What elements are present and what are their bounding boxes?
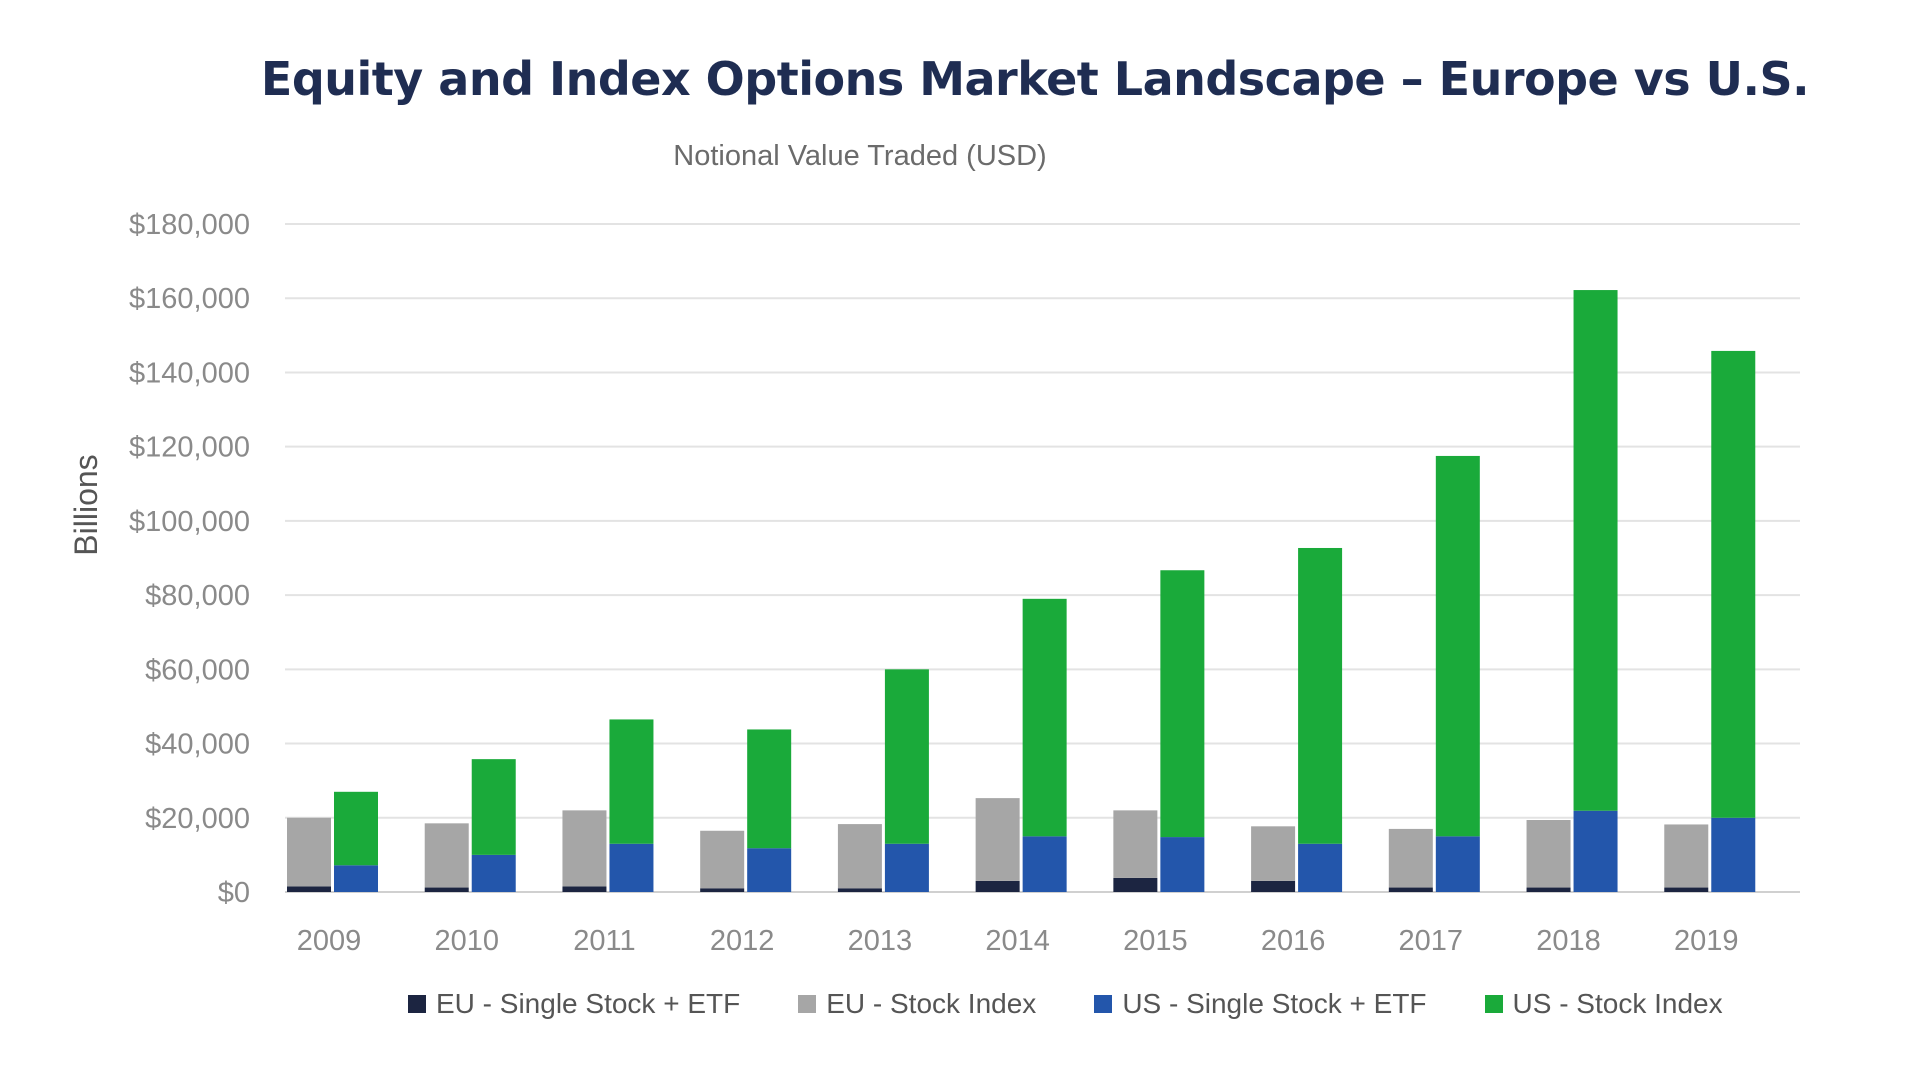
y-tick-label: $180,000 — [129, 209, 250, 241]
x-tick-label: 2019 — [1674, 925, 1739, 957]
legend-item: EU - Stock Index — [798, 988, 1036, 1020]
y-tick-label: $80,000 — [145, 580, 250, 612]
bar-us-stock-index-2016 — [1298, 547, 1343, 844]
bar-us-stock-index-2011 — [609, 719, 654, 844]
legend-item: US - Stock Index — [1484, 988, 1723, 1020]
bar-eu-stock-index-2013 — [837, 824, 882, 889]
x-tick-label: 2010 — [434, 925, 499, 957]
bar-eu-single-stock-etf-2011 — [562, 886, 607, 892]
bar-us-stock-index-2013 — [884, 669, 929, 844]
legend-item: US - Single Stock + ETF — [1094, 988, 1427, 1020]
legend-label: US - Single Stock + ETF — [1122, 988, 1427, 1019]
bar-eu-stock-index-2018 — [1526, 820, 1571, 888]
x-tick-label: 2017 — [1399, 925, 1464, 957]
chart-title: Equity and Index Options Market Landscap… — [260, 52, 1810, 106]
y-tick-labels: $0 $20,000 $40,000 $60,000 $80,000 $100,000 $1… — [129, 209, 250, 909]
bar-us-stock-index-2012 — [747, 729, 792, 849]
bar-eu-stock-index-2019 — [1664, 824, 1709, 888]
bar-eu-single-stock-etf-2016 — [1251, 880, 1296, 892]
x-tick-label: 2011 — [573, 925, 635, 957]
x-tick-label: 2012 — [710, 925, 775, 957]
legend-swatch — [798, 995, 817, 1013]
bar-us-stock-index-2015 — [1160, 570, 1205, 838]
bar-us-stock-index-2017 — [1435, 455, 1480, 837]
bar-us-stock-index-2018 — [1573, 290, 1618, 811]
bar-us-single-stock-etf-2015 — [1160, 837, 1205, 892]
y-axis-label: Billions — [68, 454, 104, 555]
y-tick-label: $100,000 — [129, 506, 250, 538]
bar-us-single-stock-etf-2014 — [1022, 836, 1067, 892]
bar-eu-single-stock-etf-2015 — [1113, 877, 1158, 892]
x-tick-label: 2018 — [1536, 925, 1601, 957]
y-tick-label: $20,000 — [145, 803, 250, 835]
bar-eu-stock-index-2014 — [975, 798, 1020, 881]
legend-item: EU - Single Stock + ETF — [408, 988, 740, 1020]
bar-eu-stock-index-2012 — [700, 830, 745, 889]
y-tick-label: $60,000 — [145, 654, 250, 686]
bar-eu-stock-index-2017 — [1388, 828, 1433, 888]
bar-us-single-stock-etf-2017 — [1435, 836, 1480, 892]
bar-eu-stock-index-2015 — [1113, 810, 1158, 878]
bar-us-stock-index-2019 — [1711, 350, 1756, 818]
legend-swatch — [1484, 995, 1503, 1013]
bar-us-single-stock-etf-2009 — [334, 865, 378, 892]
bar-eu-single-stock-etf-2013 — [837, 888, 882, 892]
x-tick-label: 2014 — [985, 925, 1050, 957]
bar-eu-single-stock-etf-2010 — [424, 887, 469, 892]
bar-us-single-stock-etf-2019 — [1711, 817, 1756, 892]
bar-us-stock-index-2014 — [1022, 598, 1067, 837]
bar-eu-single-stock-etf-2009 — [287, 886, 331, 892]
y-tick-label: $140,000 — [129, 357, 250, 389]
bar-eu-stock-index-2011 — [562, 810, 607, 887]
legend: EU - Single Stock + ETF EU - Stock Index U… — [408, 988, 1723, 1020]
bar-eu-stock-index-2010 — [424, 823, 469, 888]
bar-eu-single-stock-etf-2014 — [975, 880, 1020, 892]
bar-eu-single-stock-etf-2017 — [1388, 887, 1433, 892]
legend-swatch — [408, 995, 426, 1013]
y-tick-label: $0 — [218, 877, 250, 909]
bar-us-single-stock-etf-2012 — [747, 848, 792, 892]
bar-eu-stock-index-2016 — [1251, 826, 1296, 881]
x-tick-label: 2015 — [1123, 925, 1188, 957]
x-tick-label: 2013 — [848, 925, 913, 957]
bars — [287, 290, 1756, 892]
y-tick-label: $40,000 — [145, 729, 250, 761]
bar-us-single-stock-etf-2013 — [884, 843, 929, 892]
legend-label: EU - Stock Index — [826, 988, 1037, 1019]
y-tick-label: $160,000 — [129, 283, 250, 315]
bar-eu-single-stock-etf-2018 — [1526, 887, 1571, 892]
bar-eu-single-stock-etf-2012 — [700, 888, 745, 892]
bar-us-single-stock-etf-2016 — [1298, 843, 1343, 892]
bar-us-stock-index-2010 — [471, 759, 516, 855]
bar-us-stock-index-2009 — [334, 791, 378, 866]
bar-eu-stock-index-2009 — [287, 817, 331, 887]
x-tick-label: 2009 — [297, 925, 362, 957]
legend-label: US - Stock Index — [1512, 988, 1723, 1019]
y-tick-label: $120,000 — [129, 432, 250, 464]
bar-us-single-stock-etf-2011 — [609, 843, 654, 892]
legend-swatch — [1094, 995, 1113, 1013]
legend-label: EU - Single Stock + ETF — [436, 988, 741, 1019]
chart-subtitle: Notional Value Traded (USD) — [673, 140, 1047, 172]
bar-us-single-stock-etf-2010 — [471, 854, 516, 892]
bar-eu-single-stock-etf-2019 — [1664, 887, 1709, 892]
x-tick-labels: 2009 2010 2011 2012 2013 2014 2015 2016 2017 2018… — [297, 925, 1739, 957]
bar-us-single-stock-etf-2018 — [1573, 810, 1618, 892]
x-tick-label: 2016 — [1261, 925, 1326, 957]
